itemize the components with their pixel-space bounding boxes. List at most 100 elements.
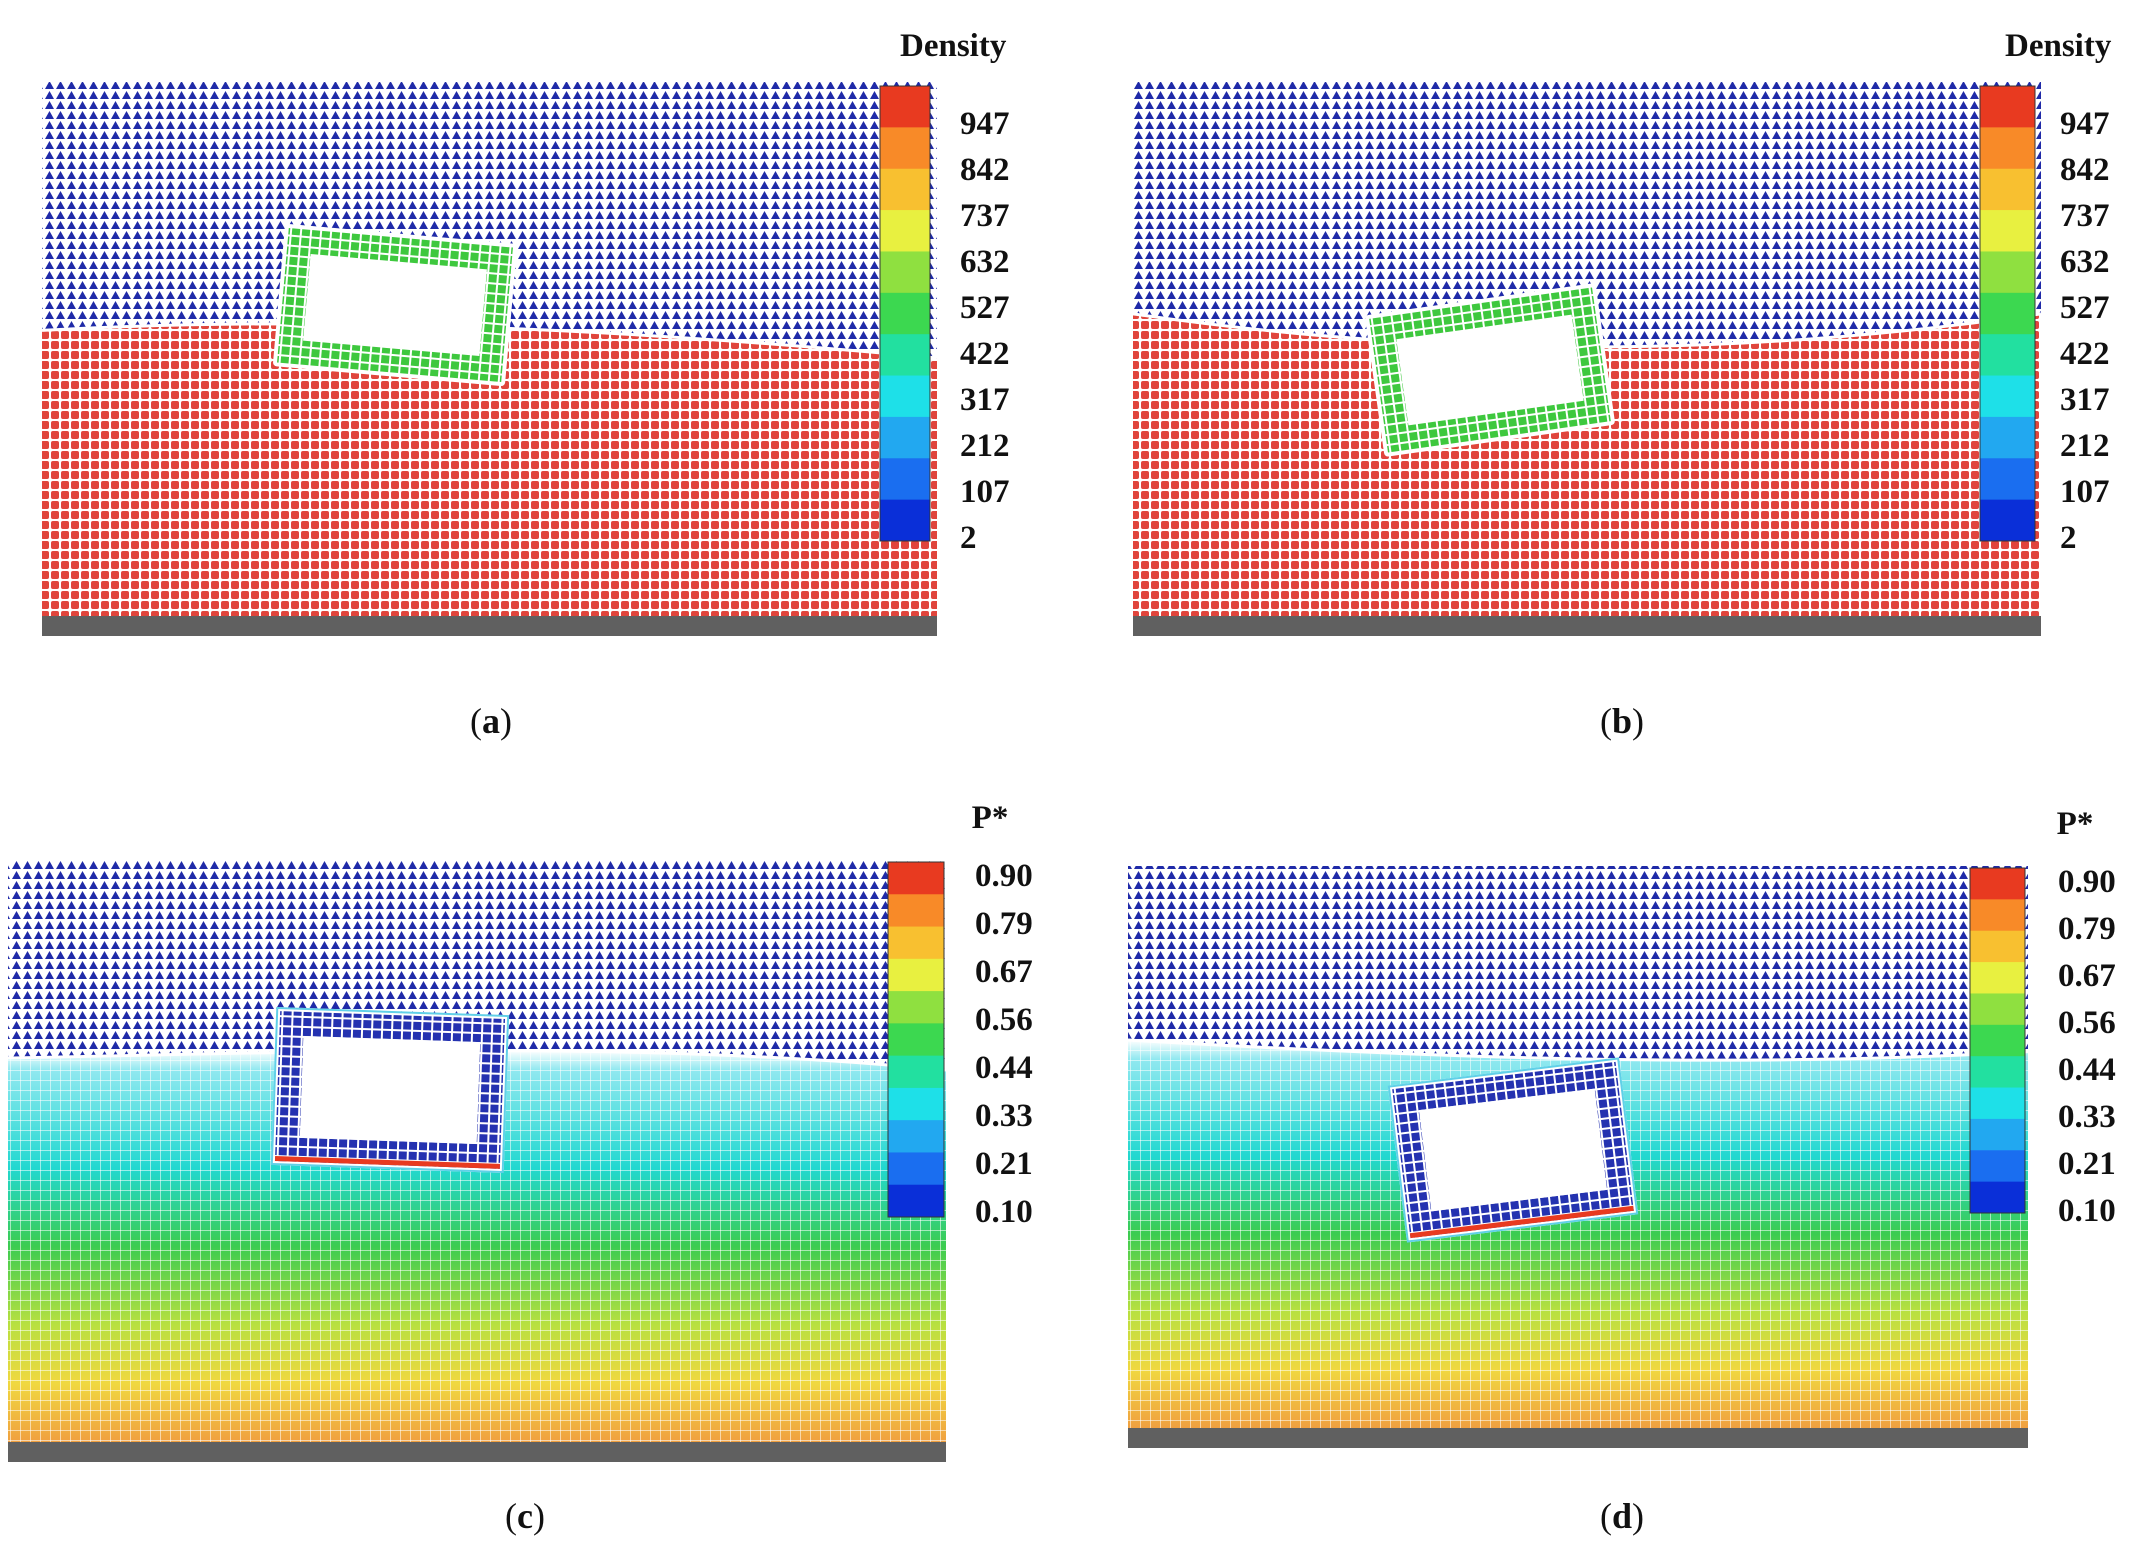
colorbar-frame — [879, 85, 931, 542]
colorbar-swatch — [888, 1120, 944, 1153]
floating-body — [1387, 1057, 1639, 1243]
colorbar-swatch — [880, 416, 930, 459]
colorbar-swatch — [888, 1087, 944, 1121]
colorbar-tick-label: 0.33 — [975, 1098, 1033, 1134]
water-particles — [1128, 1040, 2028, 1428]
colorbar-tick-label: 842 — [2060, 152, 2110, 188]
colorbar-swatch — [1970, 1087, 2025, 1120]
colorbar-swatch — [880, 375, 930, 418]
colorbar-tick-label: 317 — [2060, 382, 2110, 418]
colorbar-swatch — [1980, 458, 2035, 501]
colorbar-swatch — [1980, 251, 2035, 294]
colorbar-frame — [1979, 85, 2036, 542]
colorbar-swatch — [880, 168, 930, 211]
bottom-wall — [1133, 616, 2041, 636]
colorbar-title: P* — [2056, 806, 2094, 842]
colorbar-tick-label: 737 — [960, 198, 1010, 234]
colorbar-tick-label: 0.44 — [2058, 1052, 2116, 1088]
colorbar-swatch — [888, 926, 944, 960]
colorbar-swatch — [888, 1184, 944, 1218]
colorbar-swatch — [1980, 416, 2035, 459]
water-region — [42, 323, 937, 616]
floating-body — [273, 223, 517, 387]
colorbar-tick-label: 947 — [960, 106, 1010, 142]
floating-body — [1365, 283, 1615, 457]
panel-caption: (c) — [505, 1496, 545, 1536]
colorbar-tick-label: 0.10 — [2058, 1193, 2116, 1229]
colorbar-swatch — [1970, 1024, 2025, 1057]
panel-caption: (d) — [1600, 1496, 1645, 1536]
colorbar-title: Density — [2005, 28, 2112, 64]
colorbar-tick-label: 0.10 — [975, 1194, 1033, 1230]
bottom-wall — [42, 616, 937, 636]
colorbar-swatch — [888, 958, 944, 992]
colorbar-swatch — [1970, 1118, 2025, 1151]
colorbar-tick-label: 422 — [960, 336, 1010, 372]
colorbar-swatch — [888, 894, 944, 928]
colorbar-b — [1979, 85, 2036, 542]
colorbar-tick-label: 212 — [960, 428, 1010, 464]
colorbar-swatch — [1980, 499, 2035, 542]
colorbar-swatch — [888, 862, 944, 895]
colorbar-swatch — [1970, 868, 2025, 900]
colorbar-tick-label: 0.33 — [2058, 1099, 2116, 1135]
colorbar-tick-label: 107 — [960, 474, 1010, 510]
free-surface — [1127, 1038, 2029, 1062]
colorbar-swatch — [1970, 993, 2025, 1026]
colorbar-tick-label: 0.56 — [975, 1002, 1033, 1038]
colorbar-swatch — [888, 1152, 944, 1186]
colorbar-tick-label: 212 — [2060, 428, 2110, 464]
bottom-wall — [8, 1442, 946, 1462]
colorbar-tick-label: 0.44 — [975, 1050, 1033, 1086]
colorbar-tick-label: 0.79 — [975, 906, 1033, 942]
colorbar-swatch — [1980, 292, 2035, 335]
colorbar-swatch — [888, 1023, 944, 1057]
colorbar-tick-label: 0.56 — [2058, 1005, 2116, 1041]
colorbar-tick-label: 842 — [960, 152, 1010, 188]
colorbar-swatch — [888, 1055, 944, 1089]
colorbar-swatch — [1970, 930, 2025, 963]
colorbar-d — [1969, 867, 2026, 1214]
colorbar-tick-label: 632 — [960, 244, 1010, 280]
bottom-wall — [1128, 1428, 2028, 1448]
colorbar-tick-label: 0.79 — [2058, 911, 2116, 947]
colorbar-swatch — [880, 458, 930, 501]
colorbar-swatch — [888, 991, 944, 1024]
panel-caption: (b) — [1600, 701, 1645, 741]
floating-body — [270, 1006, 510, 1174]
colorbar-swatch — [1970, 1181, 2025, 1214]
colorbar-swatch — [1980, 334, 2035, 377]
colorbar-tick-label: 737 — [2060, 198, 2110, 234]
colorbar-swatch — [1980, 375, 2035, 418]
colorbar-tick-label: 0.90 — [975, 858, 1033, 894]
colorbar-tick-label: 2 — [960, 520, 977, 556]
colorbar-tick-label: 422 — [2060, 336, 2110, 372]
colorbar-swatch — [1970, 1056, 2025, 1089]
colorbar-swatch — [1970, 899, 2025, 932]
colorbar-tick-label: 2 — [2060, 520, 2077, 556]
colorbar-frame — [887, 861, 945, 1218]
colorbar-swatch — [880, 86, 930, 128]
colorbar-a — [879, 85, 931, 542]
colorbar-swatch — [880, 127, 930, 170]
colorbar-tick-label: 0.21 — [2058, 1146, 2116, 1182]
colorbar-swatch — [1980, 86, 2035, 128]
colorbar-tick-label: 527 — [960, 290, 1010, 326]
colorbar-swatch — [1980, 210, 2035, 252]
colorbar-frame — [1969, 867, 2026, 1214]
colorbar-title: P* — [971, 800, 1009, 836]
colorbar-tick-label: 632 — [2060, 244, 2110, 280]
colorbar-tick-label: 107 — [2060, 474, 2110, 510]
colorbar-swatch — [880, 292, 930, 335]
colorbar-tick-label: 0.67 — [2058, 958, 2116, 994]
colorbar-title: Density — [900, 28, 1007, 64]
colorbar-swatch — [1980, 168, 2035, 211]
colorbar-tick-label: 0.90 — [2058, 864, 2116, 900]
colorbar-swatch — [880, 251, 930, 294]
colorbar-c — [887, 861, 945, 1218]
panel-caption: (a) — [470, 701, 512, 741]
colorbar-tick-label: 527 — [2060, 290, 2110, 326]
